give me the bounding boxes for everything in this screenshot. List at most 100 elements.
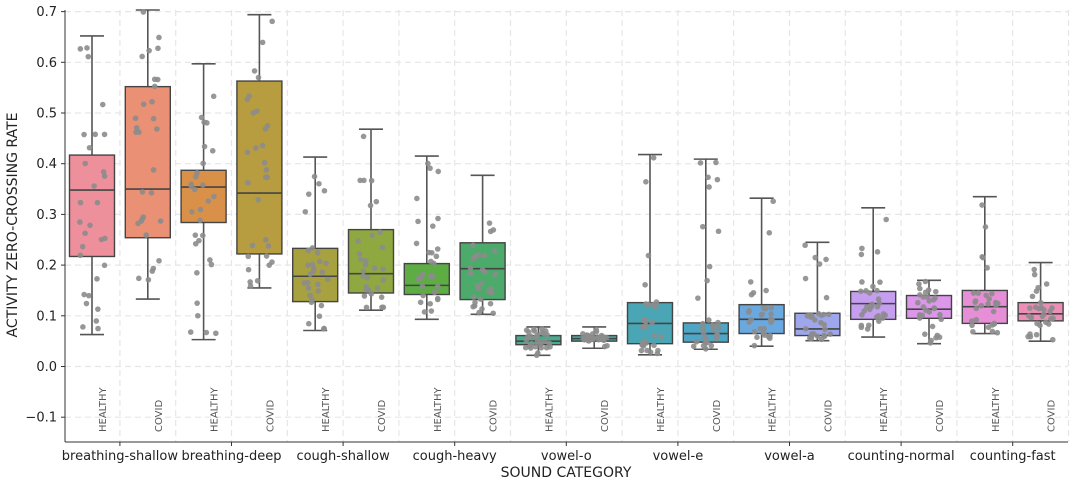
data-point [858, 251, 865, 258]
data-point [490, 310, 496, 317]
data-point [655, 347, 661, 354]
data-point [1043, 281, 1050, 287]
data-point [434, 246, 441, 252]
data-point [877, 279, 883, 285]
data-point [362, 261, 369, 268]
data-point [821, 321, 828, 328]
data-point [254, 277, 261, 284]
data-point [187, 329, 194, 335]
data-point [269, 18, 275, 25]
data-point [715, 228, 722, 235]
data-point [807, 312, 814, 318]
data-point [754, 334, 760, 341]
data-point [1049, 336, 1056, 343]
data-point [642, 318, 649, 325]
data-point [802, 275, 809, 282]
x-tick-label: counting-normal [848, 449, 955, 464]
data-point [809, 331, 815, 337]
data-point [534, 339, 541, 345]
data-point [479, 306, 485, 312]
data-point [150, 265, 157, 272]
data-point [1033, 331, 1040, 338]
data-point [154, 126, 160, 132]
data-point [363, 283, 369, 290]
data-point [639, 342, 646, 348]
data-point [145, 276, 152, 283]
data-point [645, 252, 652, 259]
data-point [314, 250, 321, 256]
data-point [934, 332, 941, 339]
data-point [81, 131, 87, 138]
data-point [1027, 305, 1033, 311]
y-tick-label: 0.4 [36, 157, 57, 172]
data-point [807, 335, 813, 341]
data-point [434, 283, 441, 290]
y-tick-label: 0.7 [36, 5, 57, 20]
group-label: COVID [489, 400, 500, 432]
data-point [651, 342, 657, 349]
data-point [427, 165, 433, 172]
data-point [523, 337, 530, 344]
data-point [873, 314, 880, 320]
data-point [585, 332, 591, 339]
data-point [1041, 306, 1047, 313]
data-point [415, 218, 421, 225]
data-point [93, 318, 100, 324]
box [68, 154, 116, 258]
box [347, 228, 395, 294]
data-point [594, 334, 601, 341]
group-label: HEALTHY [768, 386, 779, 432]
data-point [433, 253, 440, 260]
group-label: HEALTHY [544, 386, 555, 432]
data-point [102, 235, 108, 242]
data-point [261, 159, 268, 166]
data-point [859, 279, 865, 285]
data-point [425, 160, 431, 167]
data-point [601, 343, 608, 350]
data-point [969, 322, 975, 329]
data-point [978, 302, 985, 309]
data-point [191, 186, 198, 193]
y-axis-title: ACTIVITY ZERO-CROSSING RATE [5, 113, 21, 338]
data-point [378, 294, 385, 300]
axes-layer [61, 10, 1068, 446]
data-point [693, 338, 700, 345]
data-point [150, 115, 157, 122]
data-point [301, 280, 307, 286]
data-point [924, 294, 931, 300]
data-point [211, 193, 217, 200]
data-point [746, 319, 752, 326]
data-point [84, 45, 90, 51]
label-layer: −0.1 0.0 0.1 0.2 0.3 0.4 0.5 0.6 0.7 HEALTHY COVID… [25, 5, 1057, 464]
data-point [866, 322, 872, 329]
data-point [415, 275, 421, 281]
data-point [653, 299, 660, 305]
y-tick-label: 0.6 [36, 56, 57, 71]
data-point [916, 281, 922, 287]
data-point [380, 266, 386, 272]
data-point [925, 287, 932, 293]
data-point [922, 278, 929, 285]
data-point [991, 321, 998, 327]
data-point [316, 180, 322, 187]
data-point [255, 74, 262, 81]
group-label: COVID [265, 400, 276, 432]
data-point [197, 217, 203, 224]
data-point [430, 223, 436, 229]
data-point [470, 242, 476, 249]
data-point [309, 297, 315, 303]
data-point [486, 220, 493, 226]
data-point [479, 280, 485, 287]
data-point [532, 343, 539, 350]
data-point [361, 293, 368, 299]
data-point [200, 232, 206, 239]
data-point [369, 232, 375, 239]
data-point [746, 307, 753, 314]
data-point [653, 303, 659, 310]
data-point [859, 245, 865, 252]
data-point [714, 331, 720, 338]
data-point [79, 243, 86, 250]
data-point [932, 288, 939, 295]
data-point [467, 270, 474, 277]
